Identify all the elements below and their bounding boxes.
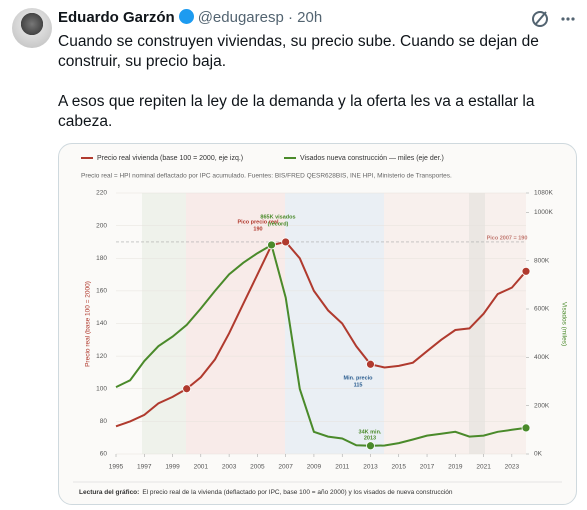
handle[interactable]: @edugaresp xyxy=(197,9,284,26)
y2-tick-label: 1080K xyxy=(534,190,553,197)
annotation: Pico 2007 = 190 xyxy=(487,235,528,241)
author-name[interactable]: Eduardo Garzón xyxy=(58,9,175,26)
y-tick-label: 60 xyxy=(100,451,108,458)
more-icon[interactable] xyxy=(561,17,575,21)
chart[interactable]: 60 80 100 120 140 160 180 200 220 0K 200K 400K 600K 8… xyxy=(58,143,577,505)
verified-badge xyxy=(178,9,194,24)
y2-tick-label: 1000K xyxy=(534,209,553,216)
time[interactable]: 20h xyxy=(297,9,323,26)
y-axis-title: Precio real (base 100 = 2000) xyxy=(85,281,92,367)
x-tick-label: 2023 xyxy=(505,464,520,471)
y-tick-label: 120 xyxy=(96,353,107,360)
y2-tick-label: 0K xyxy=(534,451,543,458)
x-tick-label: 2021 xyxy=(476,464,491,471)
y-tick-label: 140 xyxy=(96,320,107,327)
x-tick-label: 1995 xyxy=(109,464,124,471)
annotation: 115 xyxy=(354,382,363,388)
header: Eduardo Garzón @edugaresp · 20h xyxy=(58,8,322,28)
y-tick-label: 180 xyxy=(96,255,107,262)
y2-tick-label: 600K xyxy=(534,306,550,313)
x-tick-label: 2011 xyxy=(335,464,349,471)
point-marker xyxy=(521,266,531,276)
y2-tick-label: 200K xyxy=(534,402,550,409)
annotation: (récord) xyxy=(268,221,289,227)
annotation: 865K visados xyxy=(260,214,295,220)
grok-icon[interactable] xyxy=(532,11,548,27)
point-marker xyxy=(521,423,531,433)
caption-bold: Lectura del gráfico: xyxy=(79,489,139,496)
y2-axis-title: Visados (miles) xyxy=(560,302,567,346)
x-tick-label: 2017 xyxy=(420,464,435,471)
legend-label: Precio real vivienda (base 100 = 2000, e… xyxy=(97,155,243,162)
x-tick-label: 2015 xyxy=(392,464,407,471)
annotation: Min. precio xyxy=(343,375,373,381)
avatar[interactable] xyxy=(12,8,52,48)
subtitle: Precio real = HPI nominal deflactado por… xyxy=(81,173,452,180)
x-tick-label: 2005 xyxy=(250,464,265,471)
point-marker xyxy=(267,240,276,250)
annotation: 190 xyxy=(253,226,262,232)
separator: · xyxy=(287,9,293,26)
annotation: 34K min. xyxy=(359,429,382,435)
x-tick-label: 2003 xyxy=(222,464,237,471)
x-tick-label: 1999 xyxy=(165,464,180,471)
y-tick-label: 220 xyxy=(96,190,107,197)
point-marker xyxy=(182,384,192,394)
x-tick-label: 2007 xyxy=(278,464,293,471)
x-tick-label: 2001 xyxy=(194,464,209,471)
annotation: 2013 xyxy=(364,435,376,441)
y-tick-label: 200 xyxy=(96,222,107,229)
x-tick-label: 1997 xyxy=(137,464,152,471)
x-tick-label: 2019 xyxy=(448,464,463,471)
annotation: Pico precio real xyxy=(238,219,279,225)
series-line xyxy=(115,243,527,447)
grok-icon-slash xyxy=(534,11,547,26)
legend-label: Visados nueva construcción — miles (eje … xyxy=(300,155,444,162)
tweet-text: Cuando se construyen viviendas, su preci… xyxy=(58,32,548,152)
point-marker xyxy=(366,359,375,369)
x-tick-label: 2009 xyxy=(307,464,322,471)
y-tick-label: 160 xyxy=(96,288,107,295)
paragraph: Cuando se construyen viviendas, su preci… xyxy=(58,33,539,70)
paragraph: A esos que repiten la ley de la demanda … xyxy=(58,93,535,130)
y2-tick-label: 800K xyxy=(534,257,550,264)
point-marker xyxy=(281,237,291,247)
y-tick-label: 80 xyxy=(100,418,108,425)
x-tick-label: 2013 xyxy=(363,464,378,471)
y-tick-label: 100 xyxy=(96,385,107,392)
actions xyxy=(532,11,575,27)
point-marker xyxy=(366,441,375,451)
caption: Lectura del gráfico: El precio real de la… xyxy=(79,489,453,496)
caption-text: El precio real de la vivienda (deflactad… xyxy=(142,489,453,496)
y2-tick-label: 400K xyxy=(534,354,550,361)
